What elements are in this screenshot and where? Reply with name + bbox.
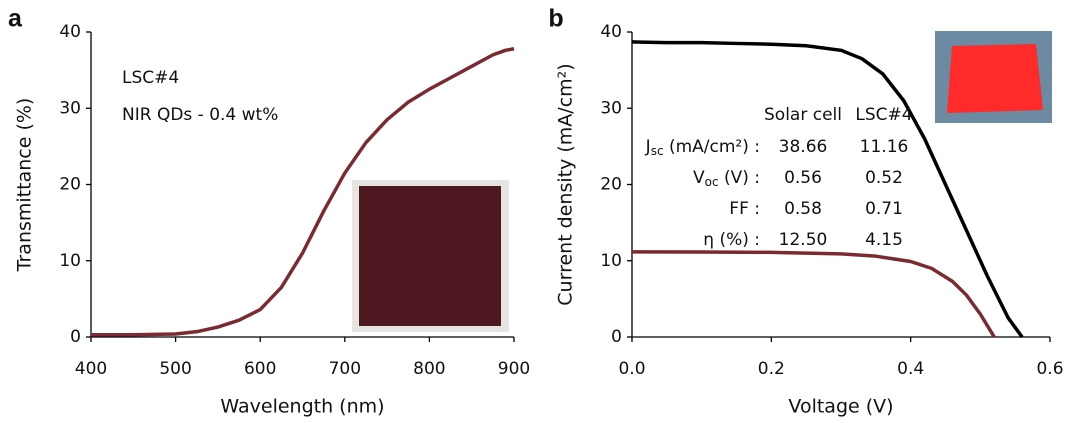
table-cell: 11.16	[860, 137, 909, 157]
table-cell: 12.50	[779, 230, 828, 250]
y-tick-label: 30	[600, 98, 622, 118]
y-tick-label: 10	[59, 251, 81, 271]
x-tick-label: 800	[413, 359, 445, 379]
y-axis-title: Current density (mA/cm²)	[555, 63, 577, 305]
table-cell: 0.56	[784, 168, 822, 188]
table-cell: 0.52	[865, 168, 903, 188]
table-cell: 38.66	[779, 137, 828, 157]
row-subscript: sc	[651, 144, 664, 158]
x-tick-label: 700	[329, 359, 361, 379]
row-symbol: J	[645, 137, 651, 157]
row-symbol: FF :	[729, 199, 760, 219]
y-tick-label: 10	[600, 251, 622, 271]
table-row-label: FF :	[729, 199, 760, 219]
inset-photo	[359, 186, 501, 326]
table-cell: 4.15	[865, 230, 903, 250]
panel-label: b	[548, 5, 563, 33]
x-tick-label: 0.4	[897, 359, 924, 379]
annotation: LSC#4	[122, 68, 179, 88]
data-line	[631, 40, 1024, 339]
row-symbol: V	[693, 168, 705, 188]
y-tick-label: 20	[600, 175, 622, 195]
x-tick-label: 600	[244, 359, 276, 379]
table-row-label: η (%) :	[703, 230, 760, 250]
x-tick-label: 900	[498, 359, 530, 379]
x-tick-label: 0.6	[1036, 359, 1063, 379]
row-subscript: oc	[705, 175, 719, 189]
table-row-label: Voc (V) :	[693, 168, 760, 189]
data-line	[631, 250, 996, 338]
row-symbol: η (%) :	[703, 230, 760, 250]
row-unit: (mA/cm²) :	[664, 137, 760, 157]
data-line	[91, 47, 515, 337]
row-unit: (V) :	[719, 168, 760, 188]
table-header: LSC#4	[855, 105, 912, 125]
y-tick-label: 40	[59, 22, 81, 42]
x-tick-label: 0.0	[618, 359, 645, 379]
y-tick-label: 20	[59, 175, 81, 195]
x-tick-label: 400	[75, 359, 107, 379]
x-tick-label: 0.2	[758, 359, 785, 379]
table-header: Solar cell	[764, 105, 842, 125]
table-cell: 0.58	[784, 199, 822, 219]
y-tick-label: 30	[59, 98, 81, 118]
y-tick-label: 0	[70, 327, 81, 347]
x-axis-title: Wavelength (nm)	[220, 396, 384, 418]
inset-sample	[947, 44, 1043, 113]
y-tick-label: 40	[600, 22, 622, 42]
table-cell: 0.71	[865, 199, 903, 219]
x-axis-title: Voltage (V)	[788, 396, 893, 418]
table-row-label: Jsc (mA/cm²) :	[645, 137, 760, 158]
x-tick-label: 500	[159, 359, 191, 379]
y-axis-title: Transmittance (%)	[14, 98, 36, 273]
annotation: NIR QDs - 0.4 wt%	[122, 105, 278, 125]
y-tick-label: 0	[611, 327, 622, 347]
panel-label: a	[8, 5, 23, 33]
